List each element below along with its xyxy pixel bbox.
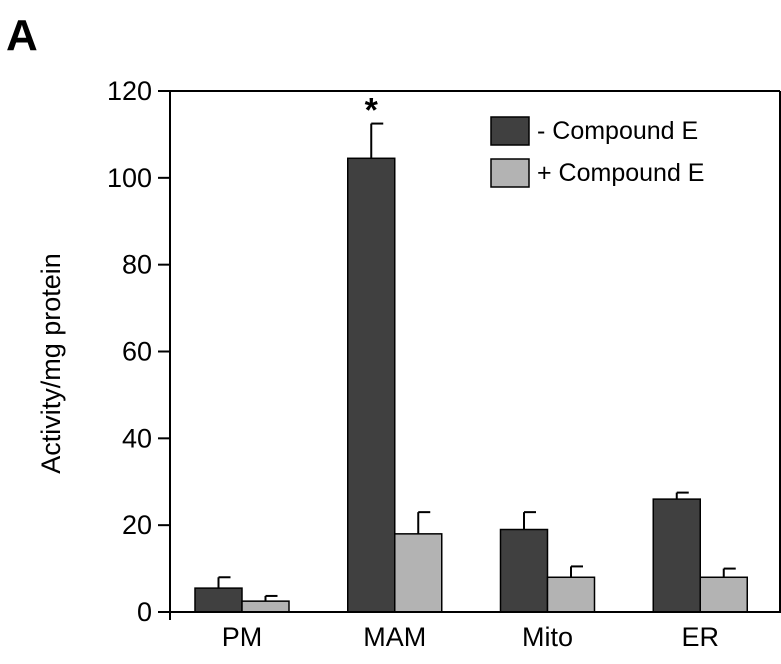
- y-tick-label: 20: [122, 510, 152, 540]
- y-axis-title: Activity/mg protein: [36, 253, 66, 474]
- x-tick-label: ER: [681, 622, 719, 652]
- legend-label-series-2: + Compound E: [537, 159, 704, 187]
- bar-pm-series-2: [241, 600, 290, 613]
- bar-er-series-1: [652, 498, 701, 613]
- y-tick-label: 60: [122, 337, 152, 367]
- y-tick-label: 40: [122, 423, 152, 453]
- plot-area: 0 20 40 60 80 100 120 Activity/mg protein PM MAM M…: [36, 76, 781, 652]
- x-tick-label: MAM: [363, 622, 426, 652]
- bar-mito-series-1: [499, 528, 549, 613]
- y-tick-label: 120: [107, 76, 152, 106]
- y-tick-label: 0: [137, 597, 152, 627]
- bar-pm-series-1: [194, 587, 243, 613]
- legend-label-series-1: - Compound E: [537, 117, 698, 145]
- panel-label: A: [6, 11, 38, 60]
- x-tick-label: PM: [222, 622, 263, 652]
- y-tick-label: 100: [107, 163, 152, 193]
- bar-mam-series-1: [347, 157, 396, 613]
- significance-marker: *: [365, 92, 379, 130]
- legend-swatch-series-1: [490, 116, 530, 146]
- x-tick-label: Mito: [522, 622, 573, 652]
- y-tick-label: 80: [122, 250, 152, 280]
- bar-mito-series-2: [546, 576, 596, 613]
- legend-swatch-series-2: [490, 158, 530, 188]
- bar-er-series-2: [699, 576, 748, 613]
- bar-mam-series-2: [394, 533, 443, 613]
